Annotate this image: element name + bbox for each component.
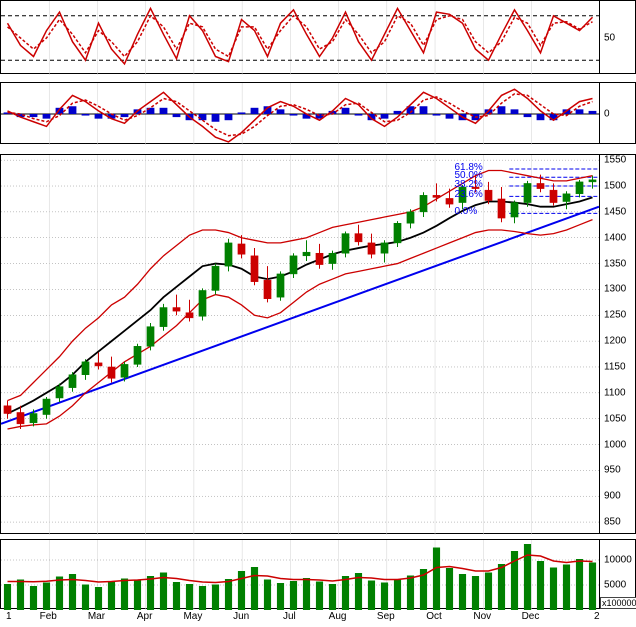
financial-chart: 50 0 85090095010001050110011501200125013… — [0, 0, 636, 627]
x-month-label: Mar — [88, 611, 105, 622]
x-month-label: Jul — [283, 611, 296, 622]
macd-panel: 0 — [0, 82, 636, 144]
macd-plot — [1, 83, 599, 145]
x-end-label: 2 — [594, 611, 600, 622]
x-month-label: Dec — [522, 611, 540, 622]
x-month-label: Oct — [426, 611, 442, 622]
x-month-label: Feb — [40, 611, 57, 622]
stochastic-panel: 50 — [0, 0, 636, 74]
stochastic-plot — [1, 1, 599, 75]
price-panel: 8509009501000105011001150120012501300135… — [0, 154, 636, 534]
x-month-label: Jun — [233, 611, 249, 622]
stochastic-y-axis: 50 — [599, 1, 636, 73]
x-month-label: May — [183, 611, 202, 622]
x-month-label: Aug — [329, 611, 347, 622]
volume-unit-label: x100000 — [600, 597, 636, 609]
x-month-label: Sep — [377, 611, 395, 622]
x-start-label: 1 — [6, 611, 12, 622]
price-plot — [1, 155, 599, 535]
price-y-axis: 8509009501000105011001150120012501300135… — [599, 155, 636, 533]
x-month-label: Nov — [473, 611, 491, 622]
volume-plot — [1, 540, 599, 610]
macd-y-axis: 0 — [599, 83, 636, 143]
volume-panel: 500010000 — [0, 539, 636, 609]
x-month-label: Apr — [137, 611, 153, 622]
